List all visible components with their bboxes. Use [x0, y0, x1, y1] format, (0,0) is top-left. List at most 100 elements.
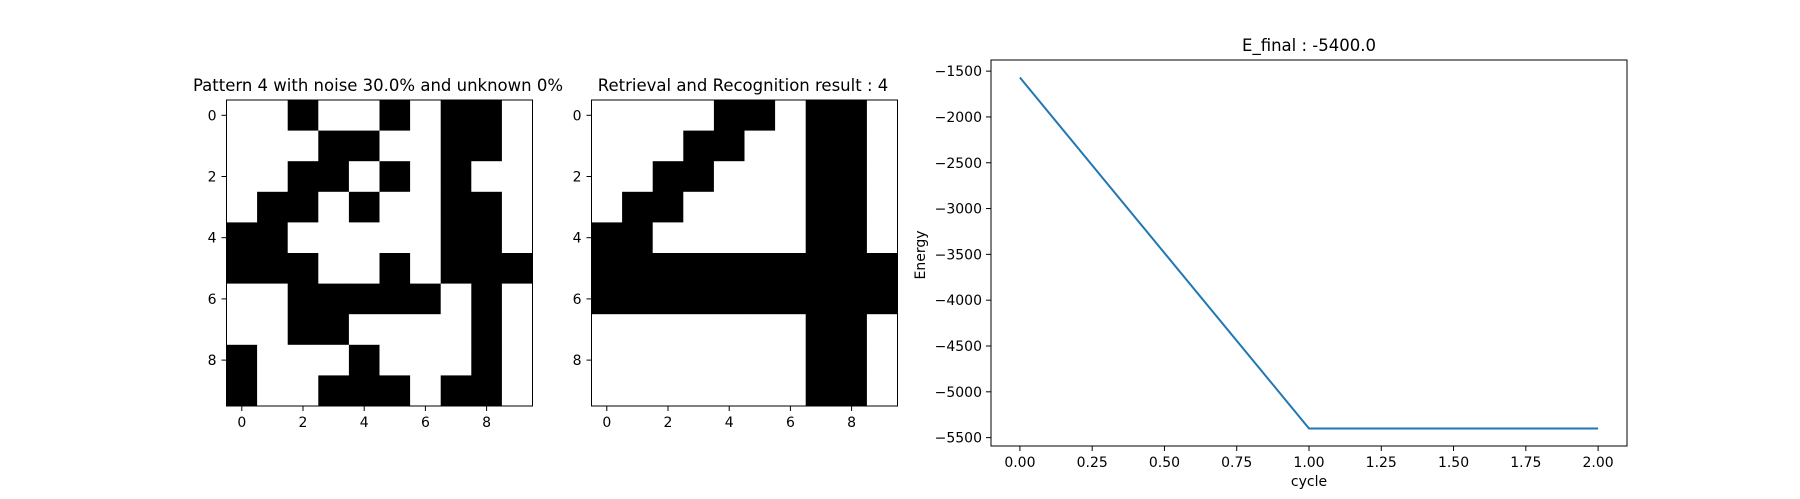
heatmap-cell: [591, 283, 623, 315]
heatmap-cell: [226, 191, 258, 223]
heatmap-cell: [501, 253, 533, 284]
heatmap-cell: [379, 283, 411, 315]
heatmap-cell: [775, 283, 807, 315]
heatmap-cell: [836, 191, 868, 223]
heatmap-cell: [836, 375, 868, 407]
heatmap-cell: [440, 161, 472, 193]
x-tick-label: 4: [725, 415, 734, 431]
heatmap-cell: [683, 161, 715, 193]
heatmap-cell: [471, 375, 503, 407]
x-tick-label: 1.75: [1510, 455, 1541, 471]
x-tick-label: 6: [786, 415, 795, 431]
heatmap-cell: [501, 222, 533, 254]
heatmap-cell: [836, 161, 868, 193]
heatmap-cell: [744, 283, 776, 315]
heatmap-cell: [805, 161, 837, 193]
heatmap-cell: [622, 222, 654, 254]
heatmap-cell: [805, 283, 837, 315]
heatmap-cell: [471, 161, 503, 193]
heatmap-cell: [226, 222, 258, 254]
heatmap-cell: [379, 130, 411, 162]
heatmap-cell: [744, 314, 776, 346]
heatmap-cell: [591, 375, 623, 407]
heatmap-cell: [348, 191, 380, 223]
heatmap-cell: [744, 253, 776, 284]
heatmap-cell: [683, 191, 715, 223]
heatmap-cell: [713, 375, 745, 407]
heatmap-cell: [744, 222, 776, 254]
y-tick-label: 4: [208, 231, 217, 247]
heatmap-cell: [805, 191, 837, 223]
heatmap-cell: [318, 130, 350, 162]
heatmap-cell: [410, 100, 442, 131]
y-tick-label: 2: [208, 170, 217, 186]
heatmap-cell: [805, 100, 837, 131]
y-tick-label: 2: [573, 170, 582, 186]
chart-title: Pattern 4 with noise 30.0% and unknown 0…: [193, 76, 563, 95]
heatmap-cell: [379, 375, 411, 407]
heatmap-cell: [652, 130, 684, 162]
heatmap-cell: [226, 130, 258, 162]
heatmap-cell: [591, 253, 623, 284]
heatmap-cell: [379, 222, 411, 254]
heatmap-cell: [318, 253, 350, 284]
heatmap-cell: [348, 100, 380, 131]
heatmap-cell: [622, 100, 654, 131]
heatmap-cell: [622, 375, 654, 407]
y-tick-label: −3500: [935, 247, 982, 263]
chart-title: Retrieval and Recognition result : 4: [598, 76, 889, 95]
heatmap-cell: [471, 130, 503, 162]
heatmap-cell: [836, 253, 868, 284]
heatmap-cell: [836, 130, 868, 162]
heatmap-cell: [591, 314, 623, 346]
heatmap-cell: [744, 100, 776, 131]
heatmap-cell: [379, 161, 411, 193]
heatmap-cell: [226, 283, 258, 315]
heatmap-cell: [744, 130, 776, 162]
heatmap-cell: [318, 314, 350, 346]
y-tick-label: −5000: [935, 385, 982, 401]
heatmap-cell: [379, 191, 411, 223]
heatmap-cell: [348, 161, 380, 193]
energy-line-chart: E_final : -5400.0 cycle Energy 0.00 0.25 0…: [913, 36, 1628, 490]
heatmap-cell: [471, 222, 503, 254]
heatmap-cell: [226, 375, 258, 407]
heatmap-cell: [226, 344, 258, 376]
x-tick-label: 1.25: [1366, 455, 1397, 471]
heatmap-cell: [318, 100, 350, 131]
heatmap-cell: [440, 314, 472, 346]
heatmap-cell: [501, 191, 533, 223]
heatmap-cell: [836, 314, 868, 346]
plot-frame: [990, 59, 1628, 447]
y-tick-label: 8: [208, 353, 217, 369]
x-tick-label: 8: [482, 415, 491, 431]
x-tick-label: 2: [664, 415, 673, 431]
y-tick-label: −1500: [935, 64, 982, 80]
heatmap-cell: [379, 253, 411, 284]
heatmap-cell: [744, 191, 776, 223]
x-tick-label: 0.25: [1077, 455, 1108, 471]
heatmap-cell: [257, 161, 289, 193]
heatmap-cell: [471, 344, 503, 376]
heatmap-cell: [318, 375, 350, 407]
heatmap-cell: [713, 222, 745, 254]
heatmap-cell: [866, 191, 898, 223]
heatmap-cell: [866, 344, 898, 376]
heatmap-cell: [683, 375, 715, 407]
heatmap-cell: [348, 314, 380, 346]
heatmap-cell: [440, 283, 472, 315]
heatmap-cell: [622, 130, 654, 162]
heatmap-cell: [866, 375, 898, 407]
heatmap-cell: [501, 344, 533, 376]
heatmap-cell: [713, 253, 745, 284]
heatmap-cell: [410, 161, 442, 193]
plot-frame: [226, 99, 533, 407]
heatmap-cell: [257, 283, 289, 315]
y-tick-label: 8: [573, 353, 582, 369]
heatmap-cell: [744, 161, 776, 193]
heatmap-cell: [775, 130, 807, 162]
heatmap-cell: [348, 130, 380, 162]
heatmap-cell: [775, 161, 807, 193]
x-tick-label: 8: [847, 415, 856, 431]
heatmap-cell: [622, 344, 654, 376]
